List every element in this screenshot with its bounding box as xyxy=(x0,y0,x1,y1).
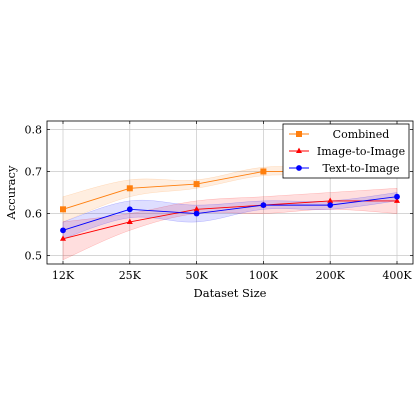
data-point-2-1 xyxy=(126,206,133,213)
confidence-band-1 xyxy=(62,188,398,261)
legend: Combined Image-to-Image Text-to-Image xyxy=(282,123,410,179)
x-tick-label: 50K xyxy=(185,269,208,282)
legend-label-2: Text-to-Image xyxy=(323,162,400,175)
legend-label-0: Combined xyxy=(333,128,390,141)
data-point-2-5 xyxy=(394,193,400,200)
data-point-1-4 xyxy=(327,197,334,203)
y-tick-label: 0.7 xyxy=(25,165,43,178)
x-tick-label: 100K xyxy=(249,269,279,282)
data-point-0-2 xyxy=(193,181,200,188)
data-point-2-3 xyxy=(260,202,267,209)
axis-ticks: 12K 25K 50K 100K 200K 400K 0.5 0.6 0.7 0.8 xyxy=(25,121,413,282)
data-point-1-2 xyxy=(193,205,200,212)
data-point-2-0 xyxy=(60,227,66,234)
series-line-1 xyxy=(62,200,397,240)
x-axis-title: Dataset Size xyxy=(194,286,267,300)
data-point-0-3 xyxy=(260,168,267,175)
y-tick-label: 0.6 xyxy=(25,208,43,221)
plot-frame xyxy=(46,120,414,265)
y-tick-label: 0.5 xyxy=(25,250,43,263)
data-point-2-2 xyxy=(193,210,200,217)
y-tick-label: 0.8 xyxy=(25,123,43,136)
data-point-1-5 xyxy=(394,197,400,203)
x-tick-label: 25K xyxy=(119,269,142,282)
legend-swatch-marker-2 xyxy=(296,165,302,171)
x-tick-label: 400K xyxy=(382,269,412,282)
series-line-2 xyxy=(62,196,398,231)
legend-swatch-marker-0 xyxy=(296,131,302,137)
data-point-2-4 xyxy=(327,202,334,209)
data-point-1-1 xyxy=(126,218,133,224)
y-axis-title: Accuracy xyxy=(4,165,18,220)
data-point-0-0 xyxy=(60,206,66,213)
x-tick-label: 12K xyxy=(52,269,75,282)
data-point-0-1 xyxy=(126,185,133,192)
data-point-1-0 xyxy=(60,235,66,241)
series-markers xyxy=(60,160,400,241)
legend-swatch-marker-1 xyxy=(296,147,302,153)
x-tick-label: 200K xyxy=(316,269,346,282)
legend-label-1: Image-to-Image xyxy=(317,145,405,158)
